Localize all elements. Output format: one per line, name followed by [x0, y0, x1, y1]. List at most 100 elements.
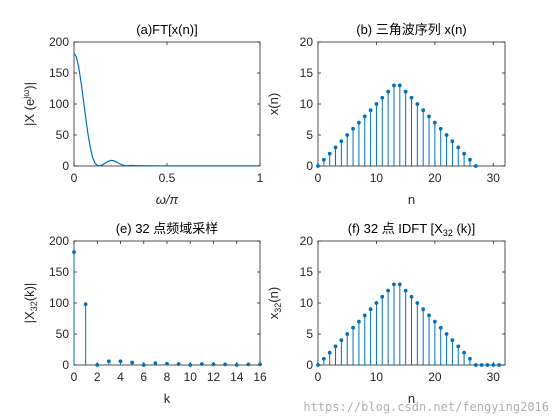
stem-marker [485, 363, 490, 367]
stem-marker [438, 126, 443, 131]
x-tick-label: 20 [428, 370, 442, 384]
stem-marker [246, 362, 251, 367]
watermark-text: https://blog.csdn.net/fengying2016 [303, 400, 549, 414]
stem-marker [345, 133, 350, 137]
x-tick-label: 0 [315, 171, 322, 185]
chart-title: (e) 32 点频域采样 [116, 221, 219, 236]
x-tick-label: 1 [257, 171, 264, 185]
stem-marker [392, 282, 396, 287]
y-tick-label: 100 [49, 296, 69, 310]
x-tick-label: 30 [487, 171, 501, 185]
chart-title: (f) 32 点 IDFT [X32 (k)] [348, 221, 476, 238]
stem-marker [444, 332, 449, 336]
stem-marker [165, 361, 169, 366]
y-tick-label: 10 [300, 296, 314, 310]
x-tick-label: 0 [315, 370, 322, 384]
x-tick-label: 2 [94, 370, 101, 384]
y-tick-label: 100 [49, 97, 69, 111]
stem-marker [333, 145, 338, 150]
stem-marker [432, 319, 437, 324]
stem-marker [316, 164, 320, 168]
y-axis-label: x(n) [266, 93, 281, 115]
y-tick-label: 10 [300, 97, 314, 111]
y-axis-label: x32(n) [266, 287, 283, 319]
stem-marker [427, 313, 431, 318]
x-tick-label: 12 [207, 370, 221, 384]
stem-marker [327, 350, 332, 355]
stem-marker [386, 288, 391, 293]
stem-marker [374, 102, 379, 106]
stem-marker [415, 102, 420, 106]
x-axis-label: n [408, 391, 415, 406]
x-axis-label: ω/π [156, 192, 179, 207]
y-tick-label: 20 [300, 35, 314, 49]
stem-marker [403, 89, 408, 94]
stem-marker [380, 294, 385, 299]
x-tick-label: 16 [253, 370, 267, 384]
y-tick-label: 150 [49, 265, 69, 279]
x-tick-label: 0 [71, 370, 78, 384]
y-tick-label: 0 [62, 358, 69, 372]
stem-marker [357, 120, 361, 125]
stem-marker [351, 126, 355, 131]
y-tick-label: 50 [56, 128, 70, 142]
data-line [73, 52, 260, 167]
y-tick-label: 15 [300, 66, 314, 80]
x-tick-label: 14 [230, 370, 244, 384]
stem-marker [421, 307, 426, 312]
stem-marker [409, 294, 414, 299]
stem-marker [362, 114, 367, 119]
x-tick-label: 4 [117, 370, 124, 384]
stem-marker [438, 325, 443, 330]
stem-marker [316, 363, 320, 367]
stem-marker [479, 363, 484, 367]
y-tick-label: 15 [300, 265, 314, 279]
x-axis-label: k [164, 391, 171, 406]
stem-marker [333, 344, 338, 349]
y-tick-label: 0 [306, 358, 313, 372]
stem-marker [380, 95, 385, 100]
stem-marker [462, 350, 466, 355]
stem-marker [392, 83, 396, 88]
stem-marker [386, 89, 391, 94]
stem-marker [357, 319, 361, 324]
stem-marker [321, 356, 326, 361]
subplot-b: 0 10 20 30 0 5 10 15 20 (b) 三角波序列 x(n) n x(n) [266, 22, 506, 207]
stem-marker [130, 360, 135, 365]
stem-marker [497, 363, 502, 367]
stem-marker [468, 356, 472, 361]
subplot-a: 0 0.5 1 0 50 100 150 200 (a)FT[x(n)] ω/π |X (ejω)| [21, 22, 264, 207]
stem-marker [95, 363, 100, 367]
x-tick-label: 6 [140, 370, 147, 384]
stem-marker [321, 157, 326, 162]
stem-marker [450, 139, 455, 144]
stem-marker [473, 363, 478, 367]
chart-title: (a)FT[x(n)] [136, 22, 197, 37]
stem-marker [345, 332, 350, 336]
y-tick-label: 20 [300, 234, 314, 248]
stem-marker [462, 151, 466, 156]
stem-marker [141, 363, 146, 367]
stem-marker [491, 363, 496, 367]
stem-marker [456, 145, 461, 150]
stem-marker [362, 313, 367, 318]
subplot-e: 0 2 4 6 8 10 12 14 16 0 50 100 150 200 (e) 32 点频域采样 k |X… [22, 221, 267, 406]
y-tick-label: 50 [56, 327, 70, 341]
stem-marker [106, 359, 111, 364]
stem-marker [374, 301, 379, 305]
y-tick-label: 200 [49, 35, 69, 49]
y-tick-label: 0 [62, 159, 69, 173]
stem-marker [339, 139, 344, 144]
y-axis-label: |X (ejω)| [21, 82, 37, 126]
stem-marker [368, 307, 373, 312]
x-tick-label: 8 [164, 370, 171, 384]
stem-marker [444, 133, 449, 137]
stem-marker [432, 120, 437, 125]
y-tick-label: 150 [49, 66, 69, 80]
stem-marker [415, 301, 420, 305]
stem-marker [234, 363, 239, 367]
stem-marker [409, 95, 414, 100]
stem-marker [223, 362, 228, 367]
